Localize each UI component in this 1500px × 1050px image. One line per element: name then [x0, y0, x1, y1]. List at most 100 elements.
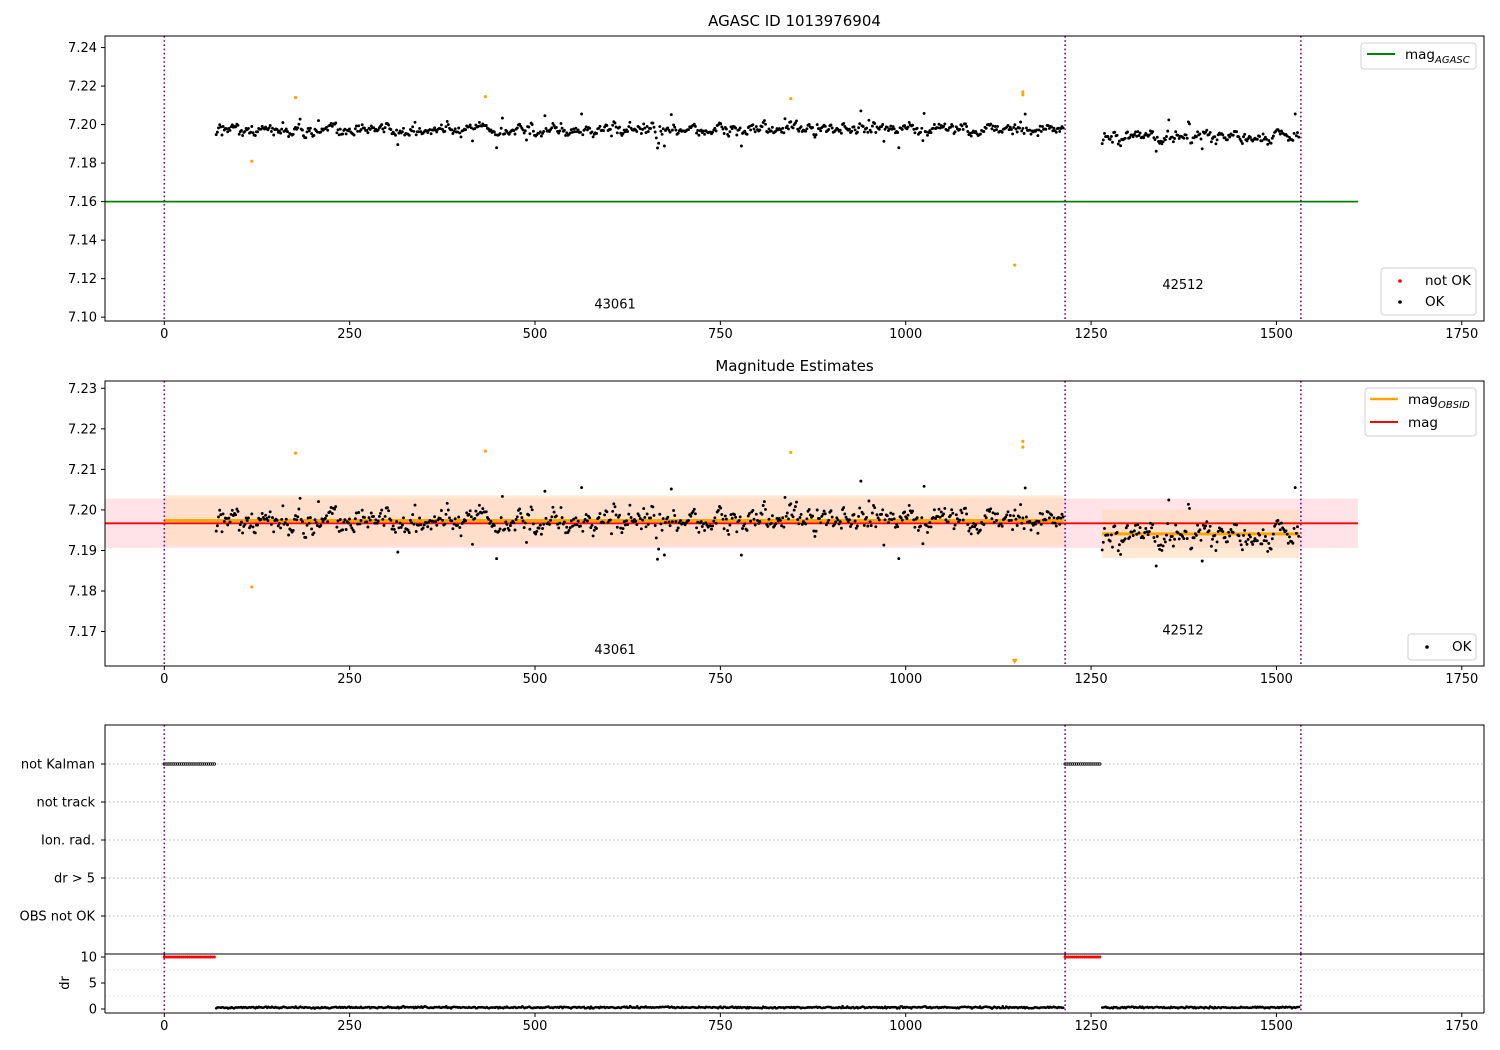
middle-ok-point — [387, 509, 391, 513]
top-ok-point — [564, 133, 568, 137]
middle-ok-point — [276, 524, 280, 528]
top-ok-point — [953, 130, 957, 134]
top-ok-point — [782, 131, 786, 135]
middle-ok-point — [677, 521, 681, 525]
top-ok-point — [874, 131, 878, 134]
middle-ok-point — [1215, 540, 1219, 544]
top-ok-point — [903, 124, 907, 128]
middle-ok-point — [629, 516, 633, 519]
top-ok-point — [882, 139, 886, 143]
top-ok-point — [397, 131, 401, 135]
top-ok-point — [990, 127, 994, 131]
top-ok-point — [492, 130, 496, 134]
top-ok-point — [429, 132, 433, 136]
top-ok-point — [365, 128, 369, 132]
middle-ok-point — [782, 525, 786, 529]
middle-ok-point — [504, 520, 508, 524]
top-ok-point — [949, 125, 952, 129]
middle-ok-point — [906, 513, 910, 517]
middle-ok-point — [313, 518, 317, 522]
middle-ok-point — [379, 511, 382, 515]
middle-ok-point — [1171, 544, 1175, 548]
top-ok-point — [464, 128, 468, 132]
top-ok-point — [279, 131, 283, 135]
middle-ok-point — [608, 518, 612, 522]
middle-ok-point — [391, 524, 395, 528]
top-ok-point — [503, 132, 507, 136]
middle-ok-point — [1243, 528, 1247, 532]
middle-ok-point — [1270, 537, 1274, 541]
middle-ok-point — [275, 518, 279, 522]
middle-ok-point — [842, 506, 846, 510]
middle-ok-point — [812, 529, 816, 533]
top-ok-point — [966, 130, 970, 133]
top-ok-point — [317, 119, 320, 123]
top-ok-point — [550, 126, 554, 130]
middle-ok-point — [866, 524, 870, 528]
middle-ok-point — [468, 509, 472, 513]
middle-ok-point — [575, 523, 579, 527]
middle-ok-point — [890, 518, 894, 522]
middle-xtick-label: 500 — [523, 672, 548, 687]
middle-ok-point — [235, 507, 239, 511]
top-ok-point — [791, 126, 795, 130]
middle-ok-point — [952, 527, 956, 531]
top-ok-point — [799, 125, 803, 129]
middle-ok-point — [1160, 548, 1164, 552]
top-ok-point — [870, 124, 874, 128]
top-ok-point — [813, 135, 817, 139]
top-ok-point — [1134, 130, 1137, 134]
top-ok-point — [865, 126, 869, 130]
top-ok-point — [699, 128, 703, 132]
middle-ok-point — [1181, 534, 1185, 538]
top-ok-point — [659, 129, 663, 133]
middle-ok-point — [859, 479, 863, 483]
middle-ok-point — [1231, 530, 1235, 534]
middle-ok-point — [622, 520, 626, 524]
top-ytick-label: 7.12 — [68, 272, 97, 287]
top-ok-point — [368, 127, 372, 131]
top-ok-point — [595, 131, 599, 135]
middle-ok-point — [711, 524, 715, 528]
middle-ok-point — [348, 517, 351, 521]
middle-ok-point — [1143, 531, 1147, 534]
middle-ok-point — [402, 516, 405, 520]
middle-ytick-label: 7.17 — [68, 625, 97, 640]
top-ok-point — [942, 125, 946, 128]
top-ok-point — [451, 132, 455, 135]
top-ok-point — [272, 133, 276, 137]
top-xtick-label: 1000 — [889, 327, 922, 342]
top-ok-point — [443, 129, 447, 133]
middle-ok-point — [1238, 539, 1242, 543]
top-ok-point — [357, 124, 361, 128]
top-ok-point — [531, 129, 535, 133]
top-ok-point — [221, 125, 225, 128]
top-ok-point — [877, 127, 881, 131]
top-ok-point — [512, 129, 516, 133]
top-ok-point — [767, 127, 771, 131]
top-ok-point — [830, 126, 834, 130]
middle-ok-point — [676, 526, 680, 530]
top-ok-point — [228, 128, 232, 132]
top-ok-point — [618, 125, 622, 129]
middle-ok-point — [413, 503, 417, 507]
top-ok-point — [818, 127, 821, 131]
middle-ok-point — [569, 519, 573, 523]
middle-ok-point — [1158, 547, 1162, 551]
top-ok-point — [395, 128, 399, 132]
middle-ok-point — [799, 512, 803, 516]
middle-ok-point — [230, 508, 234, 512]
middle-ok-point — [1225, 540, 1229, 544]
middle-ok-point — [549, 518, 553, 522]
middle-ok-point — [1285, 532, 1289, 536]
middle-ok-point — [323, 516, 327, 520]
middle-ok-point — [839, 526, 843, 530]
middle-ok-point — [580, 486, 584, 490]
middle-ok-point — [296, 515, 300, 519]
middle-ok-point — [1154, 564, 1158, 568]
middle-ok-point — [658, 512, 662, 516]
top-ok-point — [584, 125, 588, 129]
top-ok-point — [711, 130, 715, 134]
middle-ok-point — [797, 522, 801, 526]
middle-ok-point — [336, 519, 340, 523]
